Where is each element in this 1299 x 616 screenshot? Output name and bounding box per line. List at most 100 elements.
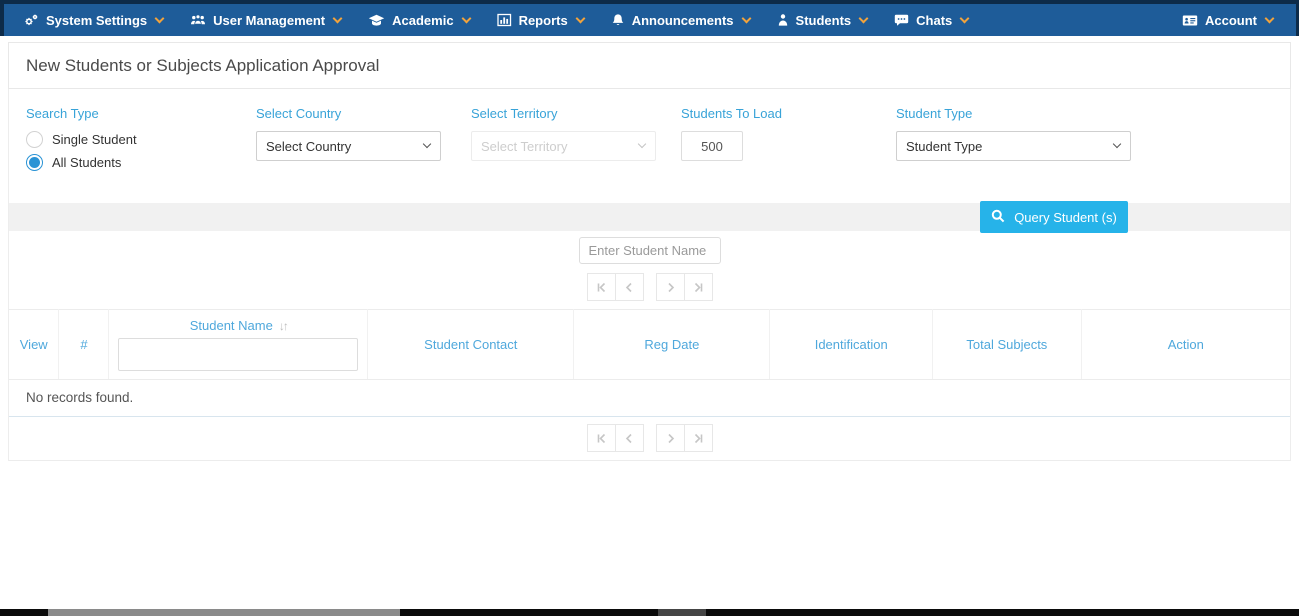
pager-group-prev: [586, 273, 644, 301]
chevron-down-icon: [332, 13, 343, 23]
scrollbar-thumb[interactable]: [48, 609, 400, 616]
nav-item-students[interactable]: Students: [768, 4, 877, 36]
nav-item-system-settings[interactable]: System Settings: [14, 4, 172, 36]
main-content: Search Type Single Student All Students …: [8, 89, 1291, 461]
page-title: New Students or Subjects Application App…: [26, 56, 380, 75]
nav-item-label: Reports: [518, 12, 568, 28]
student-name-search-input[interactable]: [578, 237, 721, 264]
nav-item-user-management[interactable]: User Management: [181, 4, 350, 36]
main-navbar: System Settings User Management Academic: [0, 4, 1299, 36]
nav-item-label: Academic: [392, 12, 454, 28]
chevron-down-icon: [1264, 13, 1275, 23]
radio-label: All Students: [52, 155, 122, 170]
nav-item-academic[interactable]: Academic: [359, 4, 478, 36]
students-to-load-input[interactable]: [681, 131, 743, 161]
users-icon: [190, 13, 206, 27]
chevron-down-icon: [959, 13, 970, 23]
first-page-button[interactable]: [586, 273, 616, 301]
student-name-header-label: Student Name: [189, 318, 273, 333]
filter-student-type: Student Type Student Type: [896, 106, 1141, 177]
nav-item-chats[interactable]: Chats: [885, 4, 977, 36]
students-to-load-label: Students To Load: [681, 106, 782, 121]
next-page-button[interactable]: [655, 273, 685, 301]
query-students-button[interactable]: Query Student (s): [980, 201, 1128, 233]
query-students-label: Query Student (s): [1014, 209, 1117, 225]
column-header-student-name: Student Name ↓↑: [108, 309, 369, 380]
nav-item-label: Chats: [916, 12, 953, 28]
column-header-student-contact: Student Contact: [367, 309, 575, 380]
previous-page-button[interactable]: [614, 273, 644, 301]
top-pagination: [9, 266, 1290, 309]
empty-state-row: No records found.: [9, 379, 1290, 417]
horizontal-scrollbar[interactable]: [0, 609, 1299, 616]
last-page-button[interactable]: [683, 273, 713, 301]
chevron-down-icon: [461, 13, 472, 23]
nav-item-label: Students: [795, 12, 852, 28]
chevron-down-icon: [741, 13, 751, 23]
first-page-button[interactable]: [586, 424, 616, 452]
column-header-action: Action: [1081, 309, 1290, 380]
student-name-search-row: [9, 231, 1290, 266]
radio-single-student[interactable]: Single Student: [26, 131, 256, 148]
column-header-identification: Identification: [769, 309, 934, 380]
territory-select: Select Territory: [471, 131, 656, 161]
nav-item-label: Account: [1205, 12, 1257, 28]
scrollbar-segment: [658, 609, 706, 616]
students-table: View # Student Name ↓↑ Student Contact R…: [9, 309, 1290, 417]
search-type-label: Search Type: [26, 106, 99, 121]
country-label: Select Country: [256, 106, 342, 121]
radio-icon-checked[interactable]: [26, 154, 43, 171]
search-icon: [991, 209, 1005, 226]
chat-icon: [894, 13, 909, 27]
pager-group-prev: [586, 424, 644, 452]
filter-country: Select Country Select Country: [256, 106, 471, 177]
student-type-select[interactable]: Student Type: [896, 131, 1131, 161]
territory-select-wrap: Select Territory: [471, 131, 656, 161]
radio-label: Single Student: [52, 132, 137, 147]
chevron-down-icon: [858, 13, 869, 23]
nav-item-label: Announcements: [631, 12, 734, 28]
bottom-pagination: [9, 417, 1290, 460]
window-top-edge: [0, 0, 1299, 4]
nav-item-label: System Settings: [46, 12, 148, 28]
column-header-reg-date: Reg Date: [573, 309, 771, 380]
filter-territory: Select Territory Select Territory: [471, 106, 681, 177]
column-header-view: View: [9, 309, 60, 380]
table-footer: [9, 417, 1290, 461]
territory-label: Select Territory: [471, 106, 558, 121]
chevron-down-icon: [154, 13, 165, 23]
nav-item-account[interactable]: Account: [1173, 4, 1282, 36]
column-header-total-subjects: Total Subjects: [932, 309, 1082, 380]
bell-icon: [611, 13, 625, 27]
column-header-number: #: [58, 309, 110, 380]
no-records-message: No records found.: [9, 379, 1290, 417]
filter-students-to-load: Students To Load: [681, 106, 896, 177]
sort-icon[interactable]: ↓↑: [278, 318, 289, 333]
chevron-down-icon: [575, 13, 586, 23]
id-card-icon: [1182, 14, 1198, 27]
table-header-row: View # Student Name ↓↑ Student Contact R…: [9, 309, 1290, 380]
student-icon: [777, 13, 789, 27]
student-type-label: Student Type: [896, 106, 973, 121]
nav-item-reports[interactable]: Reports: [488, 4, 593, 36]
gears-icon: [23, 13, 39, 27]
pager-group-next: [655, 273, 713, 301]
bar-chart-icon: [496, 13, 512, 27]
radio-icon[interactable]: [26, 131, 43, 148]
nav-item-label: User Management: [213, 12, 326, 28]
student-type-select-wrap: Student Type: [896, 131, 1131, 161]
next-page-button[interactable]: [655, 424, 685, 452]
country-select-wrap: Select Country: [256, 131, 441, 161]
country-select[interactable]: Select Country: [256, 131, 441, 161]
nav-item-announcements[interactable]: Announcements: [602, 4, 759, 36]
radio-all-students[interactable]: All Students: [26, 154, 256, 171]
page-title-panel: New Students or Subjects Application App…: [8, 42, 1291, 89]
pager-group-next: [655, 424, 713, 452]
filter-search-type: Search Type Single Student All Students: [26, 106, 256, 177]
query-bar: Query Student (s): [9, 201, 1290, 233]
student-name-column-filter[interactable]: [118, 338, 359, 371]
last-page-button[interactable]: [683, 424, 713, 452]
graduation-cap-icon: [368, 13, 385, 27]
filter-bar: Search Type Single Student All Students …: [9, 89, 1290, 177]
previous-page-button[interactable]: [614, 424, 644, 452]
